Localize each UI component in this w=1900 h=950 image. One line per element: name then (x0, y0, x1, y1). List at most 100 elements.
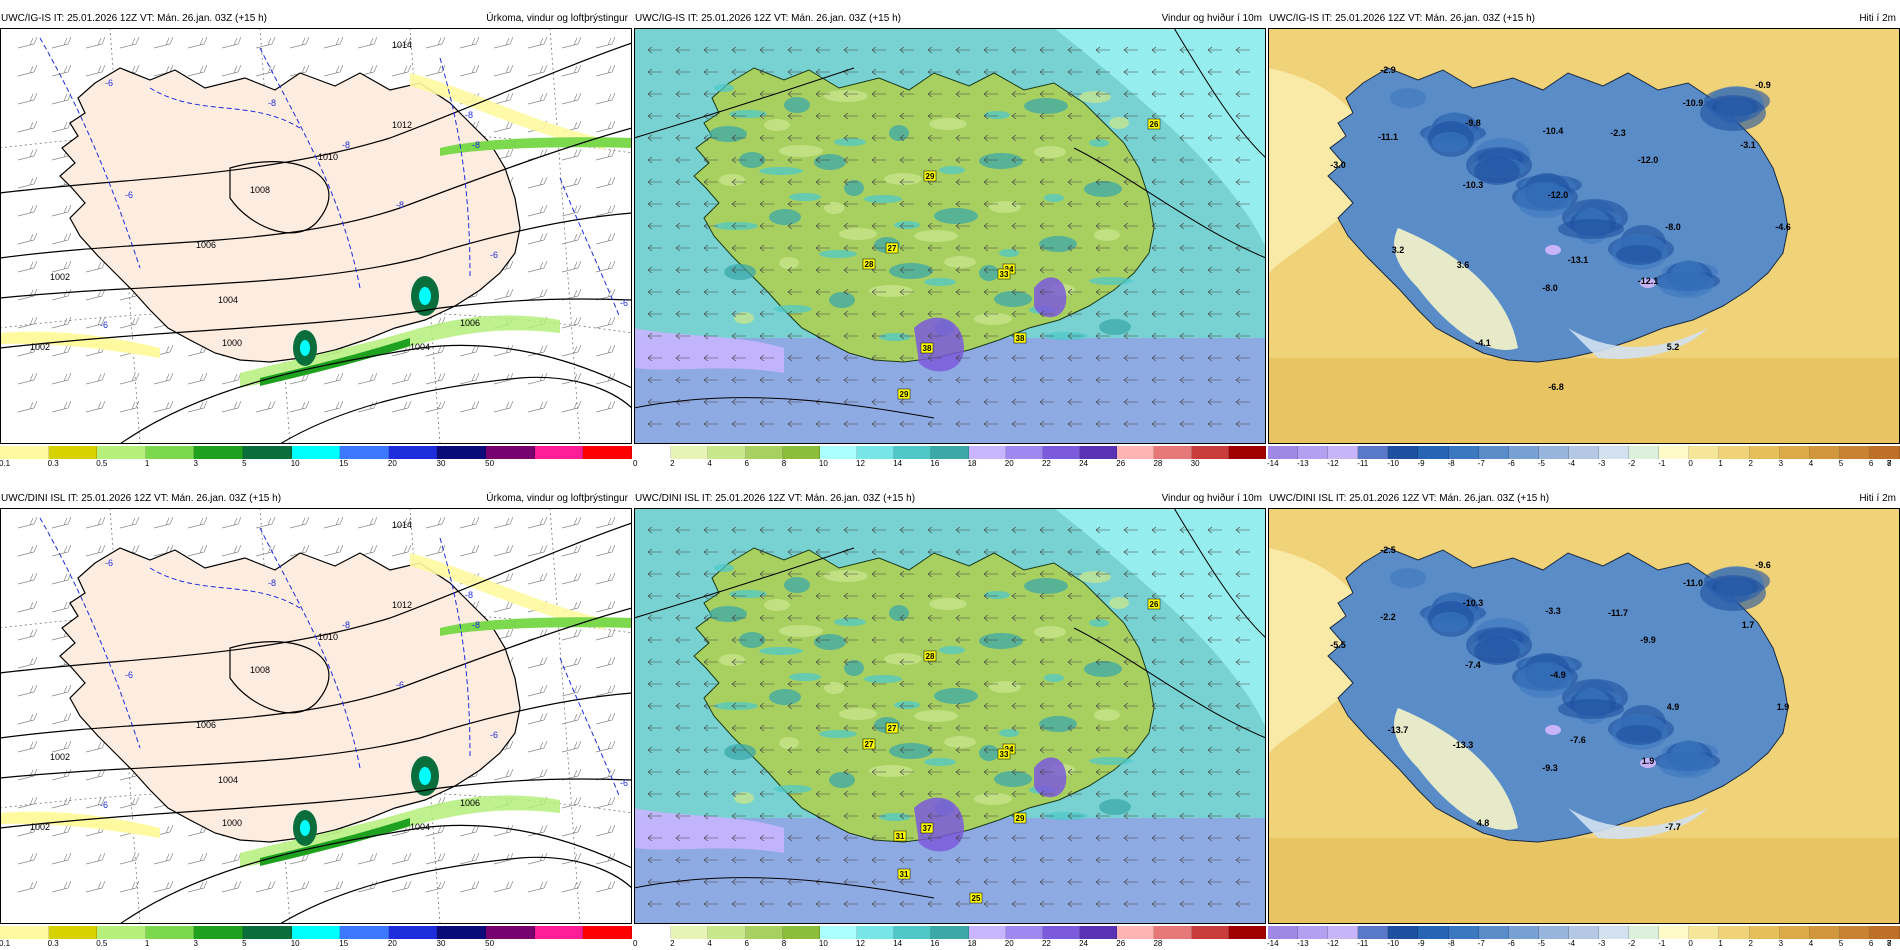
legend-swatch (437, 446, 487, 459)
legend-swatch (1538, 446, 1569, 459)
legend-tick: 1 (1718, 459, 1723, 468)
color-legend: 0.1 0.3 0.5 1 3 5 10 15 20 30 50 (0, 926, 632, 950)
legend-swatch (1809, 446, 1840, 459)
legend-swatch (534, 926, 584, 939)
legend-swatch (1478, 446, 1509, 459)
wind-arrows (647, 526, 1250, 908)
panel-header: UWC/DINI ISL IT: 25.01.2026 12Z VT: Mán.… (634, 490, 1266, 508)
isotherms (39, 37, 621, 319)
gust-label: 27 (885, 722, 899, 734)
legend-tick: 20 (387, 939, 397, 948)
gust-label: 27 (885, 242, 899, 254)
isotherm-label: -6 (125, 190, 133, 200)
legend-swatch (857, 926, 895, 939)
map-panel-wind: UWC/IG-IS IT: 25.01.2026 12Z VT: Mán. 26… (633, 10, 1266, 470)
legend-tick: 0.5 (96, 459, 108, 468)
temperature-label: -3.0 (1330, 160, 1346, 170)
legend-tick: 22 (1041, 939, 1051, 948)
legend-tick: 4 (707, 939, 712, 948)
legend-swatch (1749, 446, 1780, 459)
legend-swatch (437, 926, 487, 939)
legend-swatch (1719, 446, 1750, 459)
svg-text:28: 28 (926, 652, 935, 661)
legend-swatch (1117, 446, 1155, 459)
legend-swatch (1388, 926, 1419, 939)
isotherm-label: -8 (396, 200, 404, 210)
legend-tick: 14 (893, 939, 903, 948)
legend-tick: 2 (670, 459, 675, 468)
map-panel-temp: UWC/IG-IS IT: 25.01.2026 12Z VT: Mán. 26… (1267, 10, 1900, 470)
legend-tick: 10 (818, 939, 828, 948)
panel-header: UWC/DINI ISL IT: 25.01.2026 12Z VT: Mán.… (0, 490, 632, 508)
wind-arrows (647, 46, 1250, 428)
temperature-label: -2.5 (1380, 545, 1396, 555)
legend-tick: -10 (1387, 459, 1399, 468)
temperature-label: -10.3 (1463, 180, 1484, 190)
legend-swatch (1659, 926, 1690, 939)
legend-tick: 15 (339, 939, 349, 948)
gust-label: 31 (897, 868, 911, 880)
svg-text:27: 27 (888, 244, 897, 253)
isotherm-label: -8 (268, 98, 276, 108)
map-image: 1014 1012 1010 1008 1006 1004 1002 1000 1006 1004… (0, 508, 632, 924)
legend-tick: 1 (144, 459, 150, 468)
isobar-label: 1000 (222, 338, 242, 348)
legend-swatch (1869, 926, 1900, 939)
legend-swatch (708, 446, 746, 459)
legend-tick: 2 (1748, 459, 1753, 468)
isobar-label: 1002 (50, 272, 70, 282)
gust-label: 28 (862, 258, 876, 270)
legend-swatch (1228, 446, 1266, 459)
temperature-label: -7.6 (1570, 735, 1586, 745)
temperature-label: -2.3 (1610, 128, 1626, 138)
legend-tick: 6 (1868, 939, 1874, 948)
legend-tick: -6 (1507, 939, 1515, 948)
legend-swatch (1839, 926, 1870, 939)
temperature-label: -9.9 (1640, 635, 1656, 645)
gust-label: 26 (1147, 118, 1161, 130)
legend-tick: -13 (1297, 459, 1309, 468)
legend-swatch (782, 446, 820, 459)
legend-tick: -9 (1417, 459, 1425, 468)
legend-swatch (1599, 446, 1630, 459)
legend-swatch (583, 446, 632, 459)
legend-swatch (894, 446, 932, 459)
legend-swatch (1508, 926, 1539, 939)
legend-swatch (340, 926, 389, 939)
temperature-label: -6.8 (1548, 382, 1564, 392)
legend-tick: 24 (1079, 939, 1089, 948)
legend-swatch (1659, 446, 1690, 459)
legend-tick: 50 (485, 459, 495, 468)
legend-swatch (1298, 926, 1329, 939)
legend-tick: -7 (1477, 939, 1485, 948)
isobar-label: 1006 (460, 318, 480, 328)
isotherm-label: -6 (100, 800, 108, 810)
legend-tick: -12 (1327, 939, 1339, 948)
legend-tick: 0.1 (0, 459, 11, 468)
legend-tick: -5 (1537, 459, 1545, 468)
legend-tick: -4 (1567, 459, 1576, 468)
legend-swatch (1478, 926, 1509, 939)
legend-swatch (48, 446, 98, 459)
legend-tick: -12 (1327, 459, 1339, 468)
legend-swatch (1629, 446, 1660, 459)
map-panel-wind: UWC/DINI ISL IT: 25.01.2026 12Z VT: Mán.… (633, 490, 1266, 950)
legend-swatch (243, 926, 292, 939)
legend-swatch (1328, 926, 1359, 939)
legend-swatch (1042, 446, 1081, 459)
panel-run-info: UWC/DINI ISL IT: 25.01.2026 12Z VT: Mán.… (1269, 493, 1550, 504)
gust-label: 29 (897, 388, 911, 400)
legend-tick: 22 (1041, 459, 1051, 468)
legend-swatch (671, 446, 709, 459)
legend-swatch (1839, 446, 1870, 459)
temperature-label: -11.1 (1378, 132, 1398, 142)
isobar-label: 1014 (392, 40, 412, 50)
legend-tick: 16 (930, 459, 940, 468)
legend-tick: 8 (781, 459, 787, 468)
legend-tick: 0.3 (47, 939, 59, 948)
temperature-label: 4.8 (1477, 818, 1490, 828)
legend-swatch (1869, 446, 1900, 459)
legend-swatch (782, 926, 820, 939)
legend-tick: 5 (242, 459, 247, 468)
svg-text:26: 26 (1150, 600, 1159, 609)
